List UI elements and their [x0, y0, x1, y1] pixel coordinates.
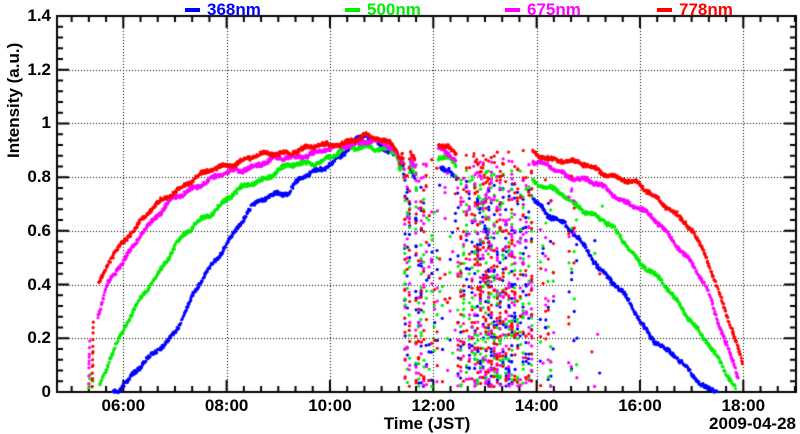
x-tick-label-1400: 14:00 [514, 396, 559, 415]
x-axis-title: Time (JST) [383, 414, 471, 433]
legend-label: 368nm [207, 0, 261, 19]
x-tick-label-1000: 10:00 [308, 396, 352, 415]
legend-line-swatch [345, 8, 360, 12]
date-label: 2009-04-28 [709, 414, 796, 433]
y-tick-label-1: 1 [41, 113, 51, 133]
x-tick-label-1600: 16:00 [618, 396, 662, 415]
x-tick-label-0600: 06:00 [101, 396, 146, 415]
y-tick-label-0.6: 0.6 [27, 220, 51, 240]
legend-entry-675nm: 675nm [505, 1, 581, 19]
legend-entry-500nm: 500nm [345, 1, 421, 19]
y-tick-label-1.2: 1.2 [27, 59, 51, 79]
legend-label: 675nm [527, 0, 581, 19]
legend-entry-368nm: 368nm [185, 1, 261, 19]
y-tick-label-1.4: 1.4 [27, 6, 51, 25]
legend-label: 778nm [679, 0, 733, 19]
y-tick-label-0: 0 [41, 382, 51, 401]
y-axis-title: Intensity (a.u.) [4, 42, 23, 158]
y-tick-label-0.4: 0.4 [27, 274, 51, 294]
y-tick-label-0.2: 0.2 [27, 328, 51, 348]
legend-entry-778nm: 778nm [657, 1, 733, 19]
legend-line-swatch [657, 8, 672, 12]
legend-line-swatch [185, 8, 200, 12]
legend-line-swatch [505, 8, 520, 12]
y-tick-label-0.8: 0.8 [27, 167, 51, 187]
x-tick-label-0800: 08:00 [204, 396, 249, 415]
x-tick-label-1800: 18:00 [721, 396, 766, 415]
x-tick-label-1200: 12:00 [411, 396, 456, 415]
legend-label: 500nm [367, 0, 421, 19]
legend: 368nm 500nm 675nm 778nm [0, 0, 800, 20]
